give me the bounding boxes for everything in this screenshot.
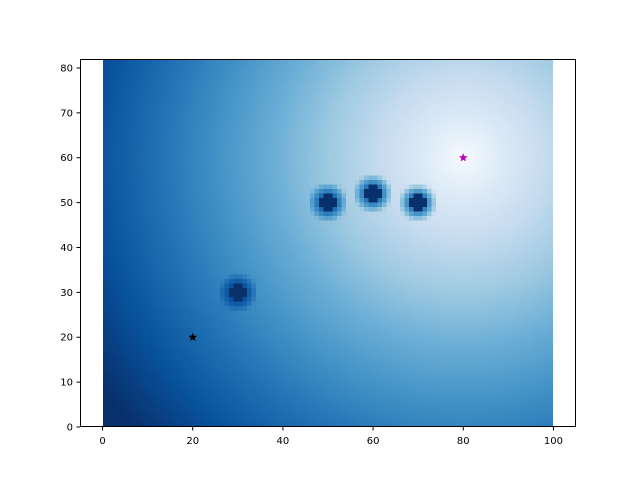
- x-tick-label: 20: [186, 436, 199, 447]
- y-tick-label: 80: [60, 63, 73, 74]
- y-tick-label: 20: [60, 333, 73, 344]
- start-star-marker: [188, 332, 197, 341]
- x-tick-label: 100: [544, 436, 563, 447]
- y-tick-label: 40: [60, 243, 73, 254]
- y-tick-label: 60: [60, 153, 73, 164]
- y-tick-label: 0: [67, 423, 73, 434]
- y-tick-label: 10: [60, 378, 73, 389]
- y-tick-label: 30: [60, 288, 73, 299]
- x-tick-label: 60: [367, 436, 380, 447]
- goal-star-marker: [459, 153, 468, 162]
- y-tick-label: 70: [60, 108, 73, 119]
- x-tick-label: 40: [277, 436, 290, 447]
- x-tick-label: 0: [99, 436, 105, 447]
- y-tick-label: 50: [60, 198, 73, 209]
- x-tick-label: 80: [457, 436, 470, 447]
- axes-frame: [80, 59, 576, 427]
- heatmap-image: [102, 59, 554, 427]
